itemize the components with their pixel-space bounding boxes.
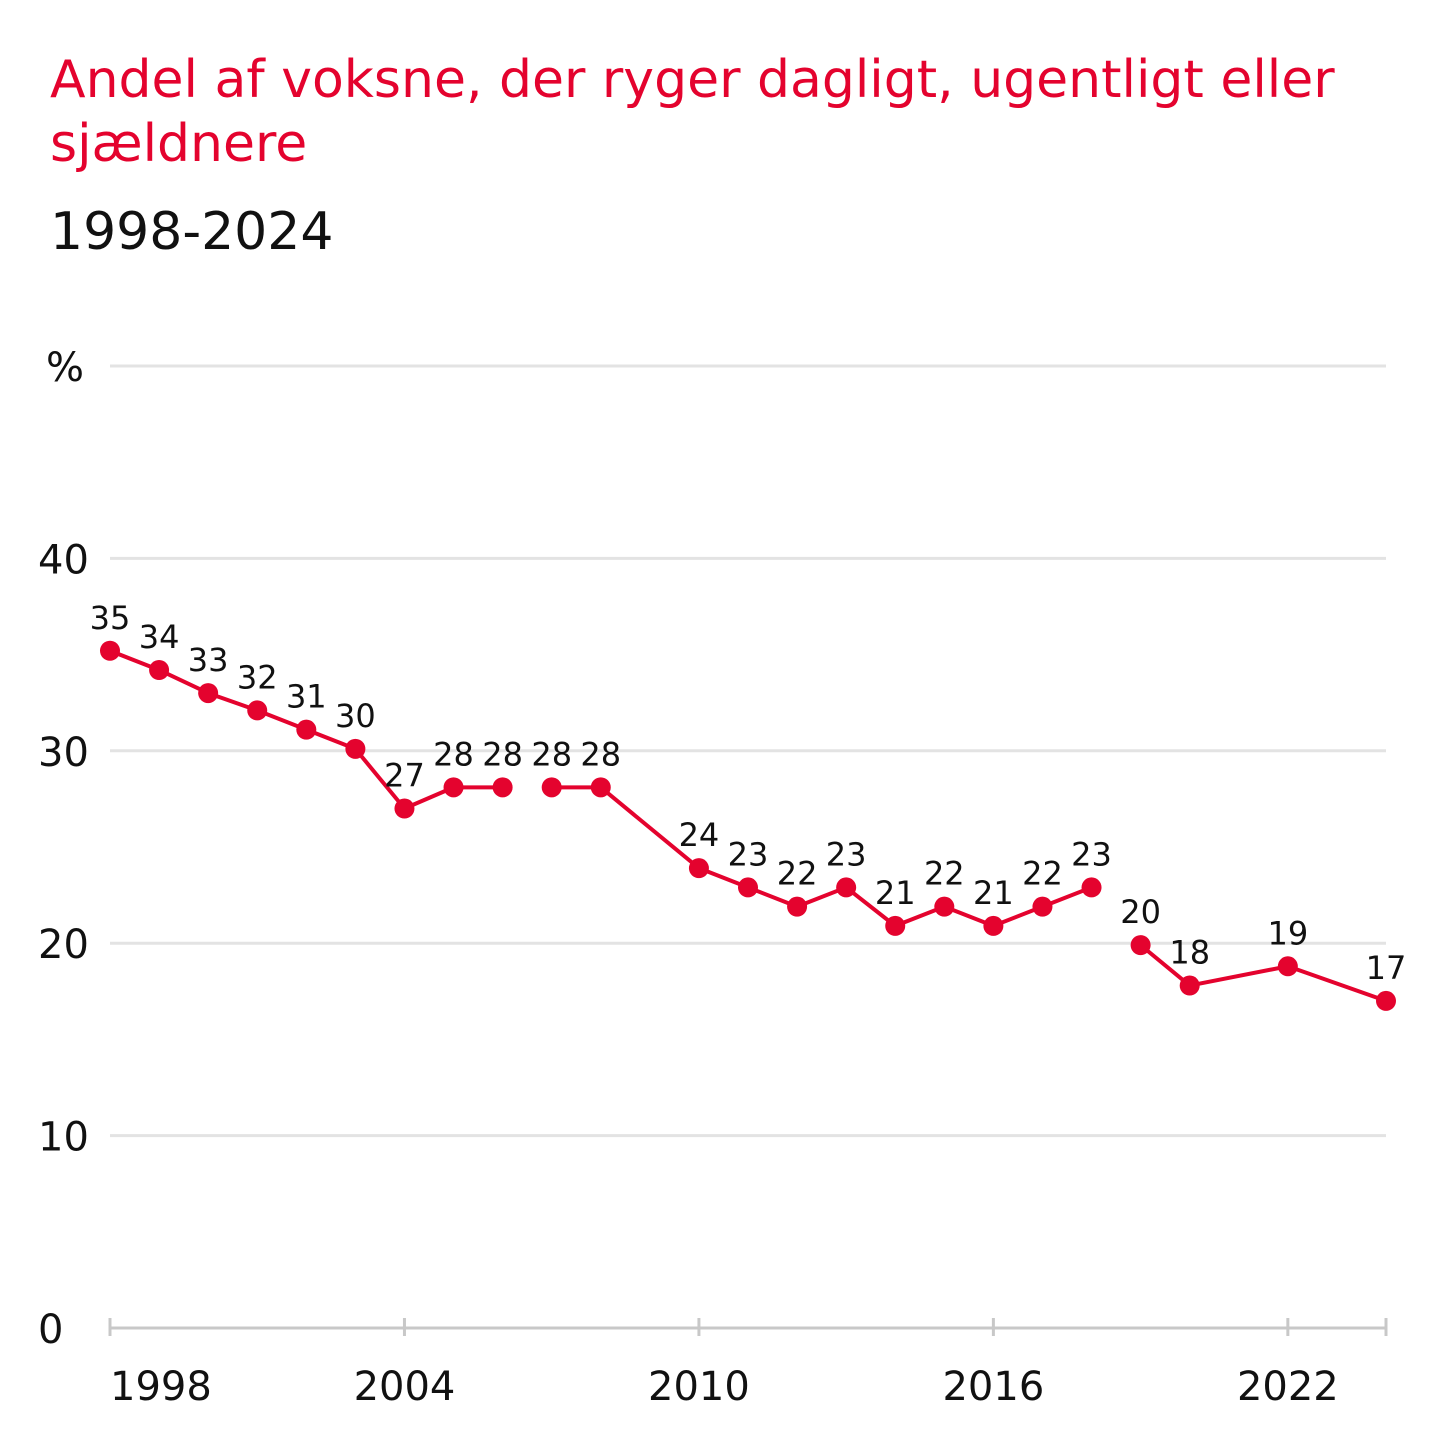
data-label: 28 — [531, 735, 572, 773]
data-label: 28 — [580, 735, 621, 773]
data-point — [590, 777, 611, 798]
x-tick-label: 2010 — [648, 1364, 750, 1410]
data-point — [1376, 990, 1396, 1011]
data-point — [1032, 896, 1053, 917]
data-label: 22 — [1022, 855, 1063, 893]
data-point — [247, 700, 268, 721]
data-point — [149, 659, 170, 680]
data-label: 23 — [1071, 835, 1112, 873]
data-label: 21 — [973, 874, 1014, 912]
data-point — [443, 777, 464, 798]
data-label: 35 — [90, 599, 131, 637]
x-tick-label: 2016 — [942, 1364, 1044, 1410]
data-point — [100, 640, 120, 661]
y-tick-label: 0 — [38, 1307, 63, 1353]
x-tick-label: 2022 — [1237, 1364, 1339, 1410]
y-tick-label: 40 — [38, 537, 89, 583]
y-tick-label: 30 — [38, 730, 89, 776]
data-point — [1179, 975, 1200, 996]
y-tick-label: 20 — [38, 922, 89, 968]
data-label: 21 — [875, 874, 916, 912]
chart-subtitle: 1998-2024 — [50, 202, 334, 262]
data-label: 34 — [139, 618, 180, 656]
x-tick-label: 2004 — [354, 1364, 456, 1410]
data-point — [345, 738, 366, 759]
data-point — [688, 858, 709, 879]
data-label: 31 — [286, 678, 327, 716]
dot-layer — [100, 640, 1396, 1011]
data-label: 19 — [1267, 914, 1308, 952]
series-line-segment-3 — [1139, 943, 1387, 1003]
chart-title: Andel af voksne, der ryger dagligt, ugen… — [50, 50, 1335, 174]
data-point — [983, 915, 1004, 936]
data-label: 30 — [335, 697, 376, 735]
data-point — [541, 777, 562, 798]
y-tick-label: 10 — [38, 1115, 89, 1161]
data-label: 28 — [433, 735, 474, 773]
data-label: 20 — [1120, 893, 1161, 931]
data-point — [934, 896, 955, 917]
data-label: 22 — [924, 855, 965, 893]
grid-layer — [110, 364, 1386, 1138]
data-label: 24 — [679, 816, 720, 854]
data-label: 23 — [728, 835, 769, 873]
data-label: 33 — [188, 641, 229, 679]
data-point — [1277, 956, 1298, 977]
data-point — [787, 896, 808, 917]
y-axis-unit: % — [46, 345, 84, 391]
data-label: 18 — [1169, 934, 1210, 972]
x-tick-label: 1998 — [110, 1364, 212, 1410]
data-point — [1081, 877, 1102, 898]
data-point — [296, 719, 317, 740]
data-label: 32 — [237, 658, 278, 696]
data-point — [836, 877, 857, 898]
data-label: 27 — [384, 757, 425, 795]
data-label: 17 — [1366, 949, 1407, 987]
data-point — [885, 915, 906, 936]
data-point — [738, 877, 758, 898]
data-label: 28 — [482, 735, 523, 773]
data-label: 22 — [777, 855, 818, 893]
data-point — [1130, 935, 1151, 956]
data-point — [492, 777, 513, 798]
data-label: 23 — [826, 835, 867, 873]
data-point — [394, 798, 415, 819]
data-point — [198, 683, 219, 704]
